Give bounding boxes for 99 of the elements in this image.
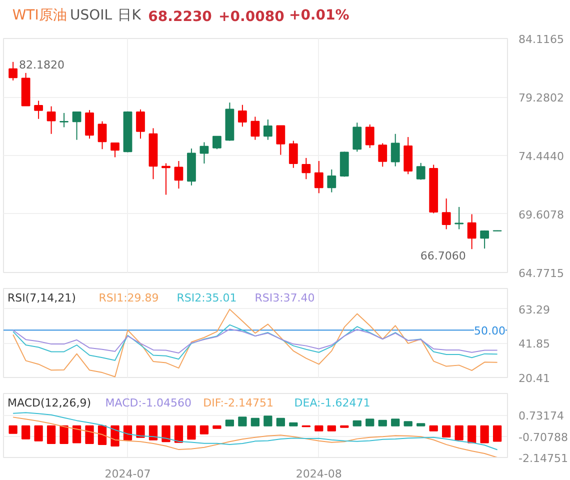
text: 68.2230: [148, 9, 212, 25]
bar: [34, 425, 43, 442]
bar: [187, 425, 196, 440]
candlestick: [263, 119, 272, 140]
bar: [85, 425, 94, 444]
chart-title: MACD(12,26,9): [8, 396, 92, 410]
bar: [276, 418, 285, 426]
candlestick: [110, 142, 120, 158]
y-tick-label: 79.2802: [518, 92, 564, 104]
bar: [8, 425, 18, 434]
bar: [162, 425, 170, 442]
y-tick-label: 63.29: [518, 303, 550, 316]
y-tick-label: 20.41: [518, 372, 550, 385]
text: 日K: [118, 8, 142, 24]
text: RSI3:37.40: [254, 292, 315, 304]
bar: [289, 422, 298, 426]
candlestick: [378, 142, 388, 168]
line-series: [12, 416, 498, 458]
bar: [136, 425, 145, 438]
bar: [378, 420, 387, 426]
candlestick: [174, 160, 184, 190]
candlestick: [85, 110, 94, 140]
candlestick: [200, 142, 209, 164]
bar: [21, 425, 30, 440]
y-tick-label: 69.6078: [518, 208, 564, 222]
candlestick: [454, 206, 464, 230]
bar: [250, 418, 260, 426]
text: +0.01%: [288, 8, 350, 24]
candlestick: [162, 162, 170, 196]
candlestick: [352, 122, 362, 152]
series-label: MACD:-1.04560: [105, 396, 192, 410]
bar: [200, 425, 209, 434]
candlestick: [276, 125, 286, 156]
bar: [416, 423, 426, 426]
candlestick: [72, 112, 82, 140]
candlestick: [442, 198, 451, 230]
bar: [123, 425, 132, 440]
series-label: RSI2:35.01: [176, 292, 237, 304]
bar: [72, 425, 82, 444]
chart-title: RSI(7,14,21): [8, 292, 76, 304]
x-tick-label: 2024-08: [296, 468, 342, 480]
x-tick-label: 2024-07: [104, 468, 151, 480]
y-tick-label: 64.7715: [518, 267, 564, 280]
line-series: [12, 412, 498, 450]
annotation: 82.1820: [19, 58, 65, 72]
candlestick: [467, 214, 476, 250]
bar: [366, 418, 374, 426]
y-tick-label: 74.4440: [518, 150, 564, 163]
text: DIF:-2.14751: [203, 396, 274, 410]
candlestick: [212, 136, 222, 150]
y-tick-label: 41.85: [518, 338, 550, 351]
bar: [429, 425, 438, 432]
annotation: 66.7060: [420, 250, 466, 263]
bar: [264, 416, 272, 426]
candlestick: [365, 124, 374, 148]
bar: [174, 425, 184, 443]
candlestick: [46, 106, 56, 134]
ref-line-label: 50.00: [474, 324, 506, 338]
bar: [480, 425, 489, 444]
y-tick-label: -2.14751: [518, 452, 568, 465]
bar: [98, 425, 107, 446]
candlestick: [8, 61, 18, 81]
candlestick: [250, 116, 260, 140]
bar: [492, 425, 502, 442]
candlestick: [34, 100, 43, 120]
text: +0.0080: [218, 9, 285, 25]
y-tick-label: -0.70788: [518, 430, 568, 444]
candlestick: [416, 162, 426, 180]
candlestick: [340, 151, 349, 178]
bar: [314, 425, 324, 432]
bar: [442, 425, 451, 438]
bar: [404, 421, 412, 426]
candlestick: [314, 160, 324, 194]
bar: [225, 420, 234, 426]
candlestick: [60, 112, 68, 128]
candlestick: [302, 157, 311, 180]
candlestick: [390, 133, 400, 167]
text: DEA:-1.62471: [294, 396, 370, 410]
bar: [454, 425, 464, 440]
bar: [148, 425, 158, 440]
candlestick: [327, 168, 336, 193]
bar: [391, 418, 400, 426]
bar: [352, 420, 362, 426]
bar: [467, 425, 476, 444]
candlestick: [98, 120, 107, 150]
candlestick: [480, 230, 490, 250]
bar: [212, 425, 222, 429]
y-tick-label: 0.73174: [518, 410, 564, 423]
bar: [238, 416, 247, 426]
bar: [60, 425, 68, 444]
y-tick-label: 84.1165: [518, 33, 564, 46]
chart-title: WTI原油: [12, 8, 67, 24]
text: RSI1:29.89: [98, 292, 159, 304]
candlestick: [238, 104, 247, 128]
bar: [327, 425, 336, 432]
chart-subtitle: USOIL: [70, 8, 112, 24]
bar: [46, 425, 56, 444]
candlestick: [288, 140, 298, 168]
candlestick: [136, 108, 145, 140]
